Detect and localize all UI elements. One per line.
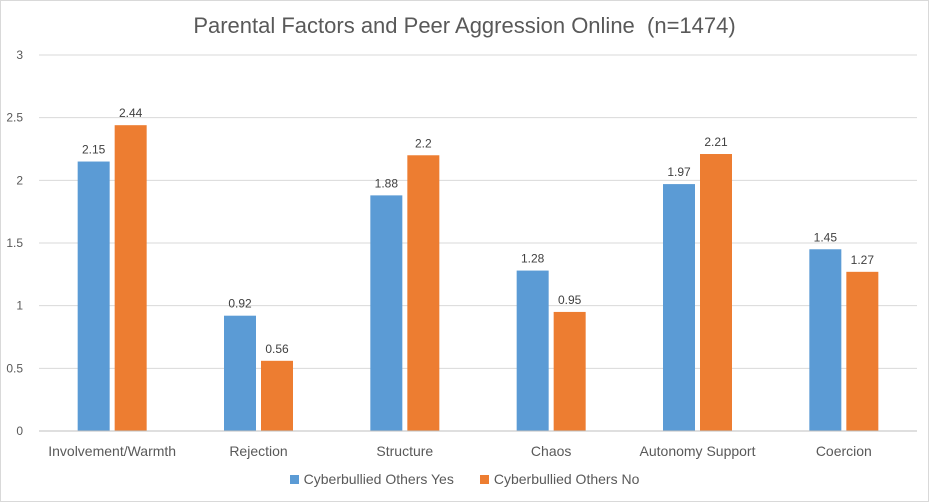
x-tick-label: Coercion xyxy=(816,443,872,459)
data-label: 2.21 xyxy=(704,135,728,149)
data-label: 2.2 xyxy=(415,136,432,150)
x-tick-label: Rejection xyxy=(229,443,287,459)
data-label: 0.92 xyxy=(228,297,252,311)
bar-no xyxy=(553,311,586,431)
bar-no xyxy=(261,360,293,431)
legend-swatch-no xyxy=(479,474,489,484)
data-label: 1.28 xyxy=(521,252,545,266)
legend-item-yes: Cyberbullied Others Yes xyxy=(289,471,454,487)
x-tick-label: Chaos xyxy=(531,443,571,459)
y-tick-label: 3 xyxy=(16,48,23,62)
data-label: 1.88 xyxy=(375,176,399,190)
bar-yes xyxy=(516,270,549,431)
bar-yes xyxy=(663,184,695,431)
data-label: 2.44 xyxy=(119,106,143,120)
legend-item-no: Cyberbullied Others No xyxy=(479,471,640,487)
legend-label-yes: Cyberbullied Others Yes xyxy=(303,471,454,487)
data-label: 0.56 xyxy=(265,342,289,356)
bar-yes xyxy=(77,161,110,432)
bar-no xyxy=(846,271,879,431)
y-tick-label: 1 xyxy=(16,299,23,313)
bar-yes xyxy=(370,195,403,431)
x-tick-label: Autonomy Support xyxy=(640,443,756,459)
y-tick-label: 0.5 xyxy=(6,361,23,375)
data-label: 1.45 xyxy=(814,230,838,244)
bar-no xyxy=(407,155,440,431)
data-label: 1.27 xyxy=(851,253,875,267)
legend-label-no: Cyberbullied Others No xyxy=(493,471,640,487)
y-tick-label: 0 xyxy=(16,424,23,438)
y-tick-label: 2 xyxy=(16,173,23,187)
bar-yes xyxy=(224,315,256,431)
data-label: 2.15 xyxy=(82,143,106,157)
bar-yes xyxy=(809,249,842,431)
data-label: 0.95 xyxy=(558,293,582,307)
y-tick-label: 2.5 xyxy=(6,111,23,125)
data-label: 1.97 xyxy=(667,165,691,179)
y-tick-label: 1.5 xyxy=(6,236,23,250)
x-tick-label: Structure xyxy=(376,443,433,459)
bar-no xyxy=(114,125,147,431)
chart-title: Parental Factors and Peer Aggression Onl… xyxy=(193,13,736,38)
legend-swatch-yes xyxy=(289,474,299,484)
x-tick-label: Involvement/Warmth xyxy=(48,443,176,459)
legend: Cyberbullied Others Yes Cyberbullied Oth… xyxy=(1,471,928,487)
bar-no xyxy=(700,154,732,431)
